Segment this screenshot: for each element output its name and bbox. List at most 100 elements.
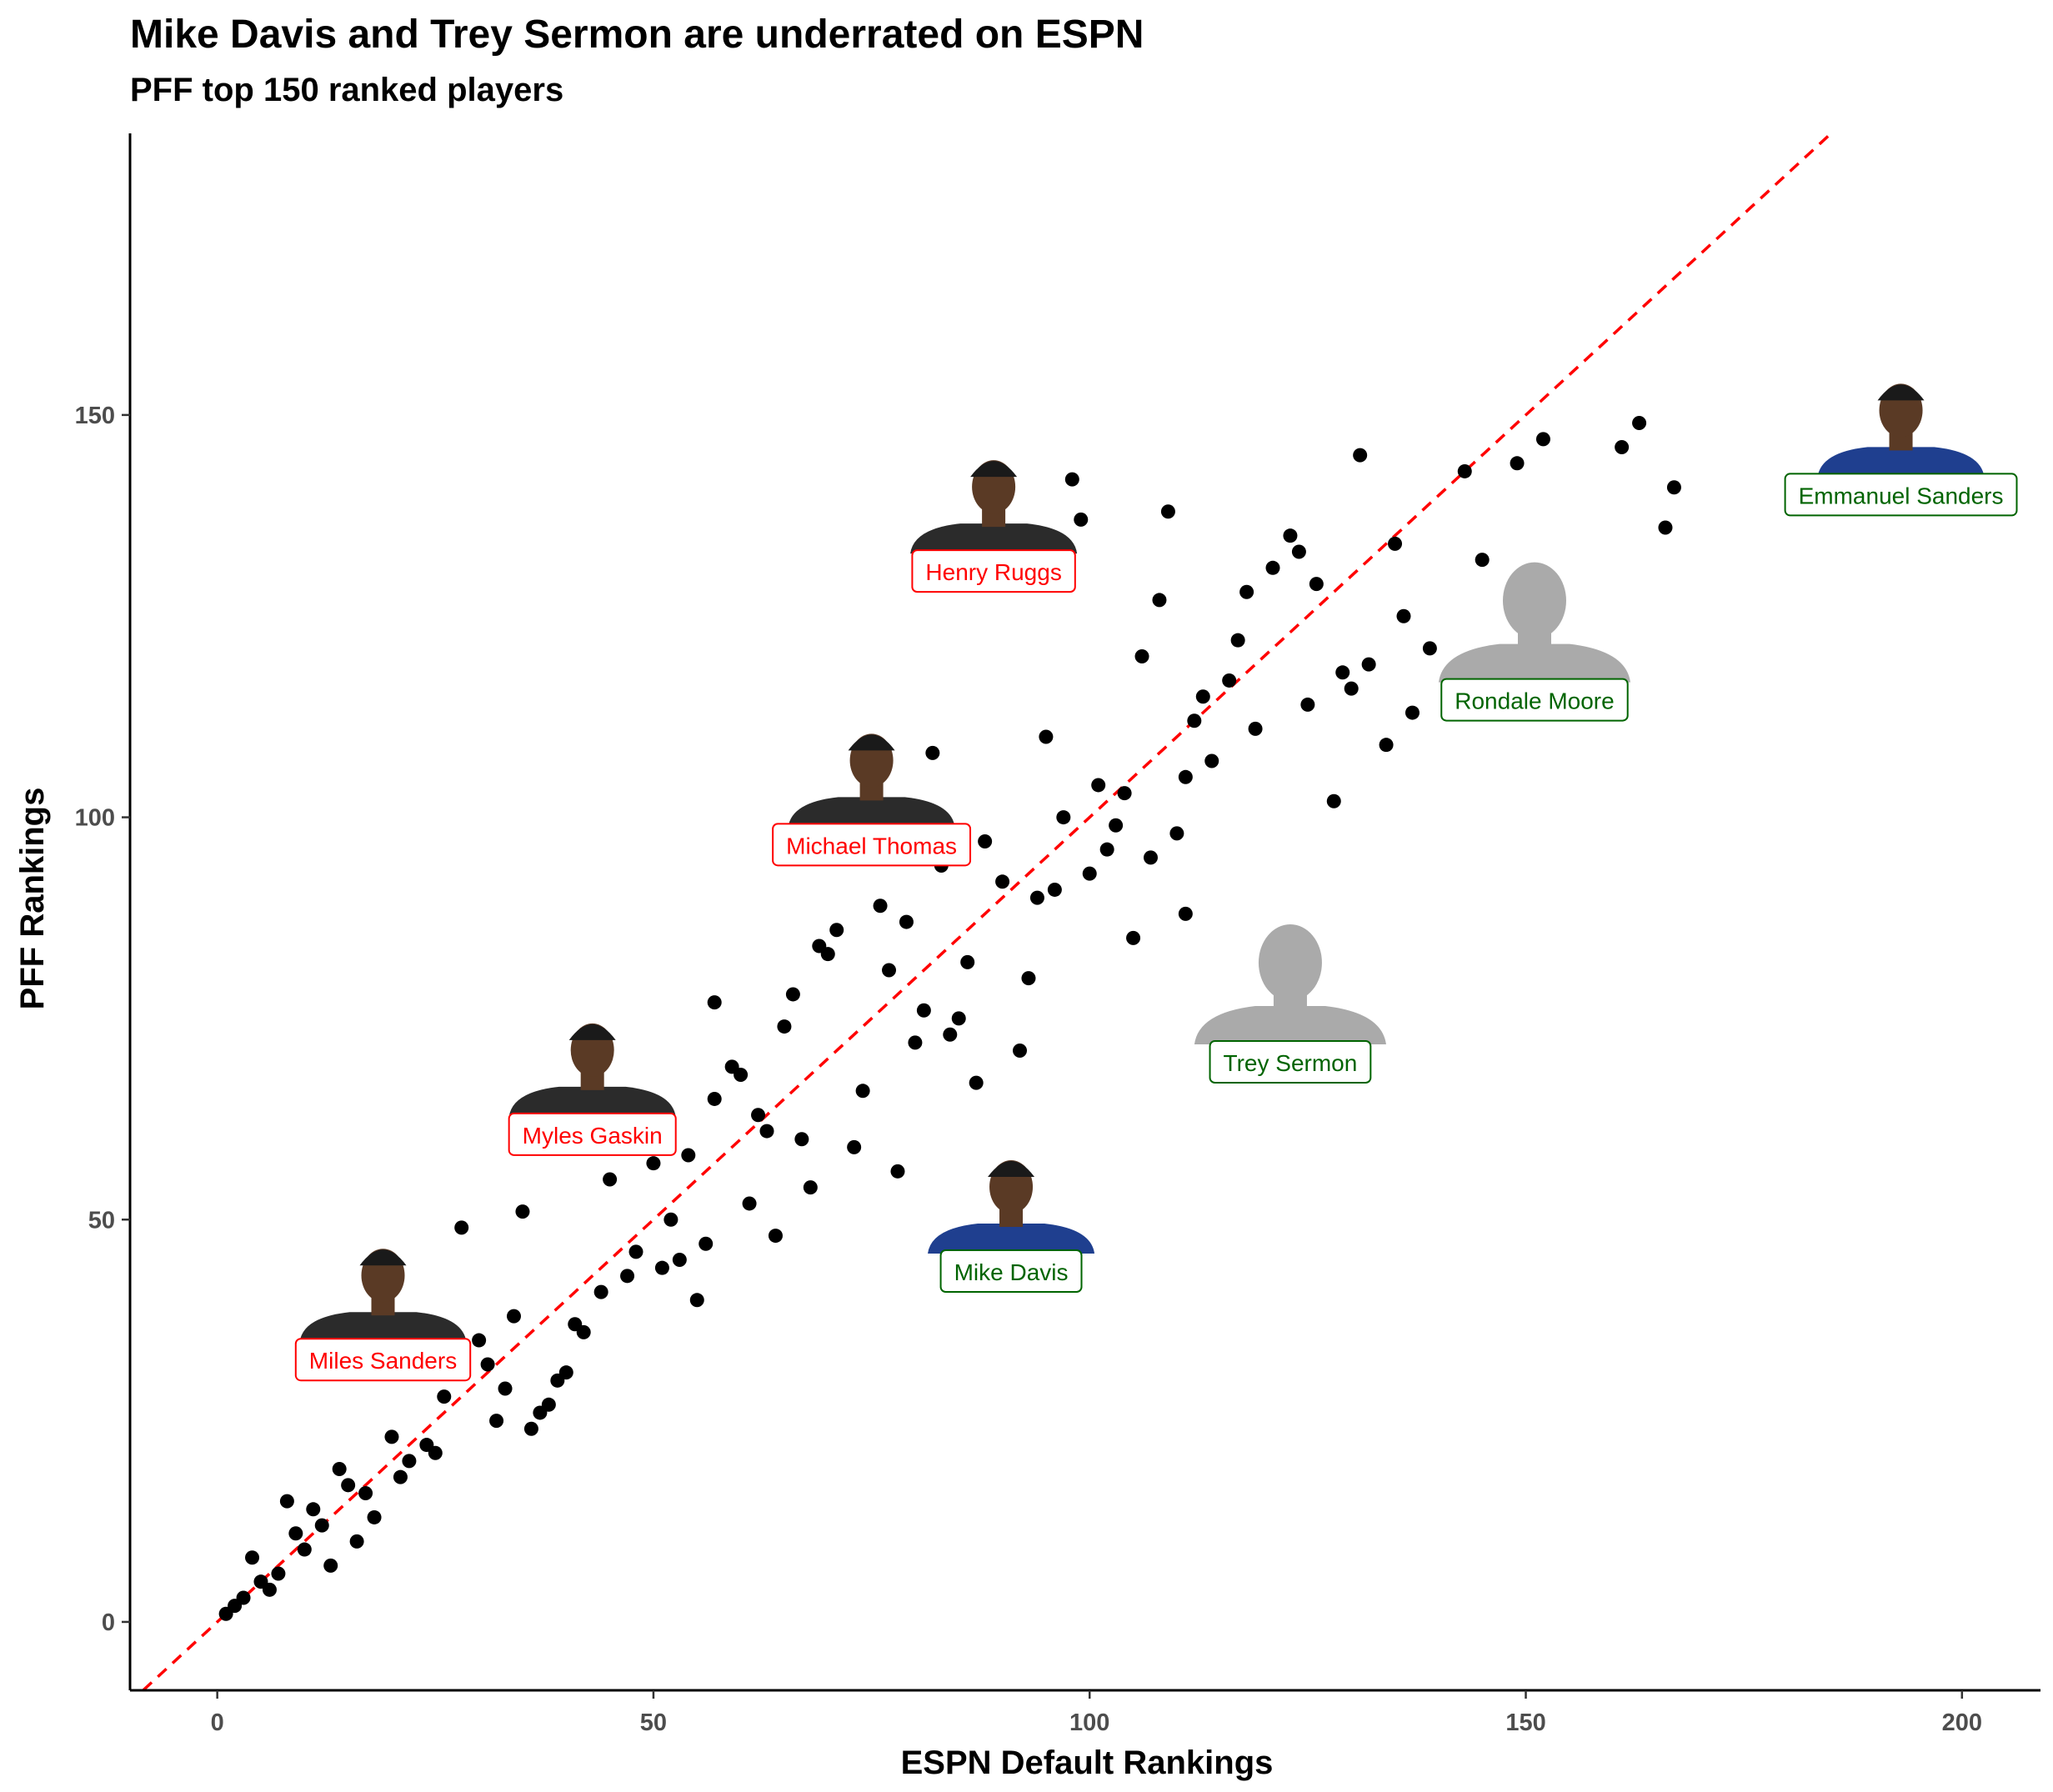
data-point (890, 1164, 905, 1179)
data-point (523, 1421, 538, 1436)
y-axis-title: PFF Rankings (14, 788, 51, 1010)
data-point (1283, 528, 1298, 543)
data-point (1396, 608, 1411, 623)
data-point (558, 1365, 573, 1380)
data-point (995, 874, 1010, 889)
data-point (803, 1180, 818, 1195)
data-point (847, 1139, 862, 1154)
data-point (279, 1494, 294, 1509)
data-point (1510, 456, 1525, 471)
data-point (506, 1309, 521, 1324)
player-name: Mike Davis (954, 1259, 1069, 1285)
data-point (603, 1172, 618, 1187)
x-tick-label: 0 (211, 1709, 224, 1736)
data-point (1344, 681, 1359, 696)
y-tick-label: 0 (102, 1609, 115, 1636)
data-point (707, 1091, 722, 1106)
data-point (472, 1333, 487, 1348)
player-photo-icon (910, 460, 1078, 554)
data-point (899, 914, 914, 929)
data-point (1239, 584, 1254, 599)
player-label-rondale-moore: Rondale Moore (1438, 562, 1630, 722)
data-point (1422, 641, 1437, 656)
player-name: Miles Sanders (309, 1348, 457, 1374)
x-axis-title: ESPN Default Rankings (901, 1744, 1274, 1781)
data-point (1535, 432, 1550, 447)
data-point (742, 1196, 757, 1211)
data-point (1117, 786, 1132, 801)
label-box (1209, 1040, 1372, 1084)
data-point (1029, 890, 1044, 905)
data-point (593, 1284, 608, 1299)
data-point (820, 947, 835, 962)
data-point (1143, 850, 1158, 865)
data-point (1265, 560, 1280, 575)
x-tick-label: 150 (1505, 1709, 1545, 1736)
data-point (689, 1293, 704, 1308)
label-box (1784, 473, 2018, 517)
y-tick-label: 150 (75, 403, 115, 429)
data-point (271, 1566, 286, 1581)
player-name: Rondale Moore (1455, 688, 1614, 714)
data-point (306, 1502, 321, 1517)
data-point (925, 745, 940, 760)
data-point (699, 1236, 714, 1251)
data-point (1300, 697, 1315, 712)
data-point (1021, 971, 1036, 986)
label-box (1440, 678, 1629, 722)
data-point (1178, 769, 1193, 784)
data-point (759, 1124, 774, 1139)
data-point (245, 1550, 260, 1565)
data-point (1658, 520, 1673, 535)
label-box (911, 549, 1076, 593)
data-point (437, 1389, 452, 1404)
data-point (515, 1204, 530, 1219)
data-point (498, 1381, 513, 1396)
data-point (314, 1518, 329, 1533)
data-point (785, 987, 800, 1002)
data-point (672, 1253, 687, 1268)
data-point (916, 1003, 931, 1018)
player-photo-icon (788, 733, 955, 828)
player-label-trey-sermon: Trey Sermon (1194, 924, 1386, 1084)
data-point (620, 1269, 635, 1284)
data-point (323, 1558, 338, 1573)
player-name: Henry Ruggs (925, 559, 1061, 585)
player-label-myles-gaskin: Myles Gaskin (508, 1023, 677, 1156)
data-point (1187, 713, 1202, 728)
data-point (349, 1534, 364, 1549)
data-point (969, 1075, 984, 1090)
data-point (1039, 729, 1054, 744)
data-point (794, 1132, 809, 1147)
data-point (1064, 472, 1079, 487)
data-point (855, 1084, 870, 1099)
player-label-miles-sanders: Miles Sanders (294, 1249, 472, 1382)
x-tick-label: 200 (1942, 1709, 1982, 1736)
player-name: Emmanuel Sanders (1799, 483, 2004, 508)
data-point (1109, 818, 1124, 833)
data-point (288, 1526, 303, 1541)
data-point (628, 1244, 643, 1259)
data-point (951, 1011, 966, 1026)
data-point (454, 1220, 469, 1235)
data-point (734, 1067, 749, 1082)
x-tick-label: 50 (640, 1709, 667, 1736)
data-point (1178, 906, 1193, 921)
data-point (1457, 463, 1472, 478)
data-point (1047, 882, 1062, 897)
label-box (772, 823, 972, 867)
data-point (663, 1212, 678, 1227)
data-point (1379, 738, 1394, 753)
player-photo-icon (1817, 383, 1985, 478)
data-point (576, 1324, 591, 1339)
data-point (960, 954, 975, 969)
data-point (1405, 705, 1420, 720)
data-point (768, 1229, 783, 1244)
data-point (1326, 793, 1341, 808)
player-name: Myles Gaskin (523, 1123, 663, 1149)
data-point (681, 1148, 696, 1163)
x-tick-label: 100 (1069, 1709, 1109, 1736)
data-point (236, 1590, 251, 1605)
data-point (1666, 480, 1681, 495)
